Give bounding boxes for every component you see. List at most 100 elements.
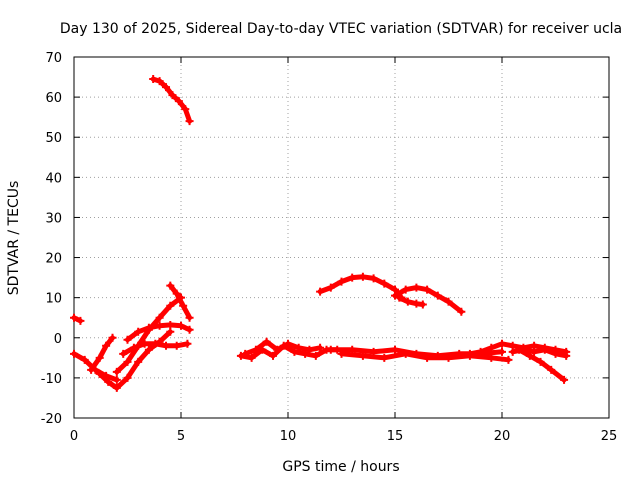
y-tick-label: 10 [45,292,62,307]
y-axis-ticks: -20 -10 0 10 20 30 40 50 60 70 [41,51,609,427]
y-axis-label: SDTVAR / TECUs [6,181,22,296]
series-arc-hump2 [391,283,466,316]
series-trace [150,76,193,124]
data-point [273,345,282,354]
data-point [337,349,346,358]
series-arc-peak [166,281,194,322]
data-point [433,291,442,300]
data-point [185,313,194,322]
data-point [380,279,389,288]
data-point [179,301,188,310]
data-point [290,347,299,356]
data-point [177,321,185,330]
chart-title: Day 130 of 2025, Sidereal Day-to-day VTE… [60,21,622,37]
series-arc-hump [316,272,406,302]
data-point [112,383,121,392]
data-point [162,83,171,92]
data-point [358,351,367,360]
series-arc-dip [395,293,427,309]
data-point [251,345,260,354]
series-trace [88,335,115,373]
data-point [316,287,325,296]
x-tick-label: 5 [177,429,185,444]
data-point [155,313,164,322]
x-tick-label: 20 [494,429,511,444]
y-tick-label: 50 [45,131,62,146]
data-point [112,367,121,376]
data-point [155,77,164,86]
data-point [540,345,549,354]
y-tick-label: 20 [45,252,62,267]
data-point [536,357,545,366]
data-point [401,285,410,294]
data-point [123,335,132,344]
data-point [316,343,325,352]
data-point [87,365,96,374]
data-point [144,345,153,354]
data-point [326,283,335,292]
data-point [102,341,111,350]
data-point [530,347,539,356]
data-point [457,307,466,316]
data-point [155,321,164,330]
data-point [412,283,421,292]
x-tick-label: 25 [601,429,618,444]
data-point [166,327,175,336]
x-tick-label: 10 [280,429,297,444]
series-trace [167,283,193,321]
series-arc-v [87,333,117,374]
data-point [151,339,160,348]
series-arc-mid [123,320,194,344]
data-point [80,355,89,364]
data-point [562,351,571,360]
x-tick-label: 15 [387,429,404,444]
data-point [123,373,132,382]
data-point [185,117,194,126]
data-point [181,105,190,114]
data-point [391,291,399,300]
y-tick-label: -20 [41,412,62,427]
y-tick-label: 60 [45,91,62,106]
data-point [104,377,113,386]
data-point [241,349,250,358]
data-point [423,353,432,362]
grid-lines [74,57,609,418]
data-point [168,91,177,100]
series-band-2 [241,337,325,358]
data-point [369,274,378,283]
data-point [95,369,104,378]
series-arc-low [119,339,192,358]
data-point [391,345,399,354]
y-tick-label: -10 [41,372,62,387]
y-tick-label: 0 [54,332,62,347]
data-point [380,353,389,362]
data-point [70,349,78,358]
data-point [444,297,453,306]
x-axis-ticks: 0 5 10 15 20 25 [70,57,617,444]
data-point [284,339,292,348]
data-point [183,339,192,348]
series-band-4 [337,349,513,364]
y-tick-label: 40 [45,171,62,186]
data-point [108,333,117,342]
data-point [149,75,158,84]
series-arc-early [70,313,85,325]
data-point [134,327,143,336]
data-point [166,320,175,329]
data-point [76,316,85,325]
data-point [236,351,245,360]
data-point [144,323,153,332]
data-point [95,353,104,362]
data-point [247,353,256,362]
y-tick-label: 30 [45,211,62,226]
data-point [70,313,78,322]
x-axis-label: GPS time / hours [282,459,399,475]
data-point [305,345,314,354]
data-point [134,357,143,366]
data-point [487,353,496,362]
data-point [129,343,138,352]
series-trace [467,341,569,357]
data-point [487,343,496,352]
data-point [123,357,132,366]
data-point [547,365,556,374]
